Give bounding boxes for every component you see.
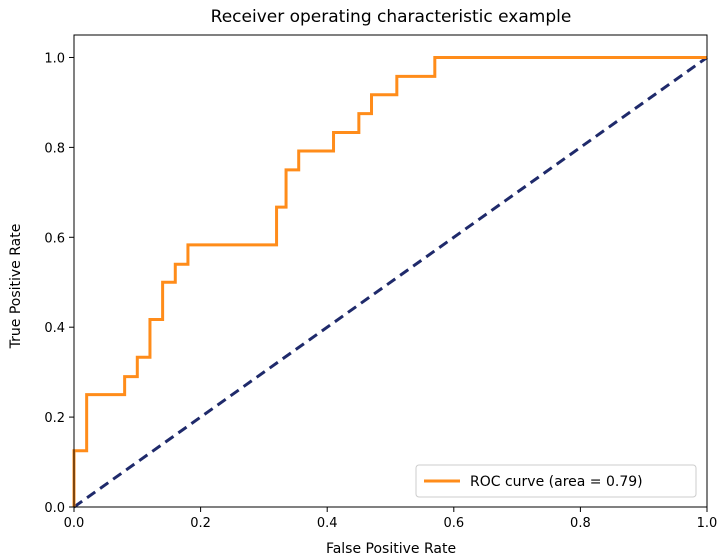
plot-area <box>72 55 708 509</box>
x-tick-label: 0.4 <box>317 516 338 531</box>
chart-title: Receiver operating characteristic exampl… <box>211 7 572 27</box>
legend-box <box>415 464 697 498</box>
x-axis-label: False Positive Rate <box>326 541 456 557</box>
x-tick-label: 0.8 <box>570 516 591 531</box>
legend: ROC curve (area = 0.79) <box>415 464 697 498</box>
chance-diagonal-line <box>73 56 708 509</box>
x-tick-label: 0.2 <box>190 516 211 531</box>
y-tick-label: 1.0 <box>44 51 65 66</box>
y-axis-label: True Positive Rate <box>8 224 24 350</box>
y-tick-label: 0.0 <box>44 501 65 516</box>
y-tick-label: 0.6 <box>44 231 65 246</box>
x-tick-label: 1.0 <box>697 516 718 531</box>
plot-frame <box>73 34 708 508</box>
legend-label-roc: ROC curve (area = 0.79) <box>470 474 643 490</box>
roc-curve-line <box>72 55 707 507</box>
y-tick-label: 0.2 <box>44 411 65 426</box>
x-tick-label: 0.0 <box>64 516 85 531</box>
y-tick-label: 0.4 <box>44 321 65 336</box>
y-tick-label: 0.8 <box>44 141 65 156</box>
axis-ticks: 0.0 0.2 0.4 0.6 0.8 1.0 0.0 0.2 0.4 0.6 0.8 1.0 <box>44 51 717 531</box>
x-tick-label: 0.6 <box>443 516 464 531</box>
